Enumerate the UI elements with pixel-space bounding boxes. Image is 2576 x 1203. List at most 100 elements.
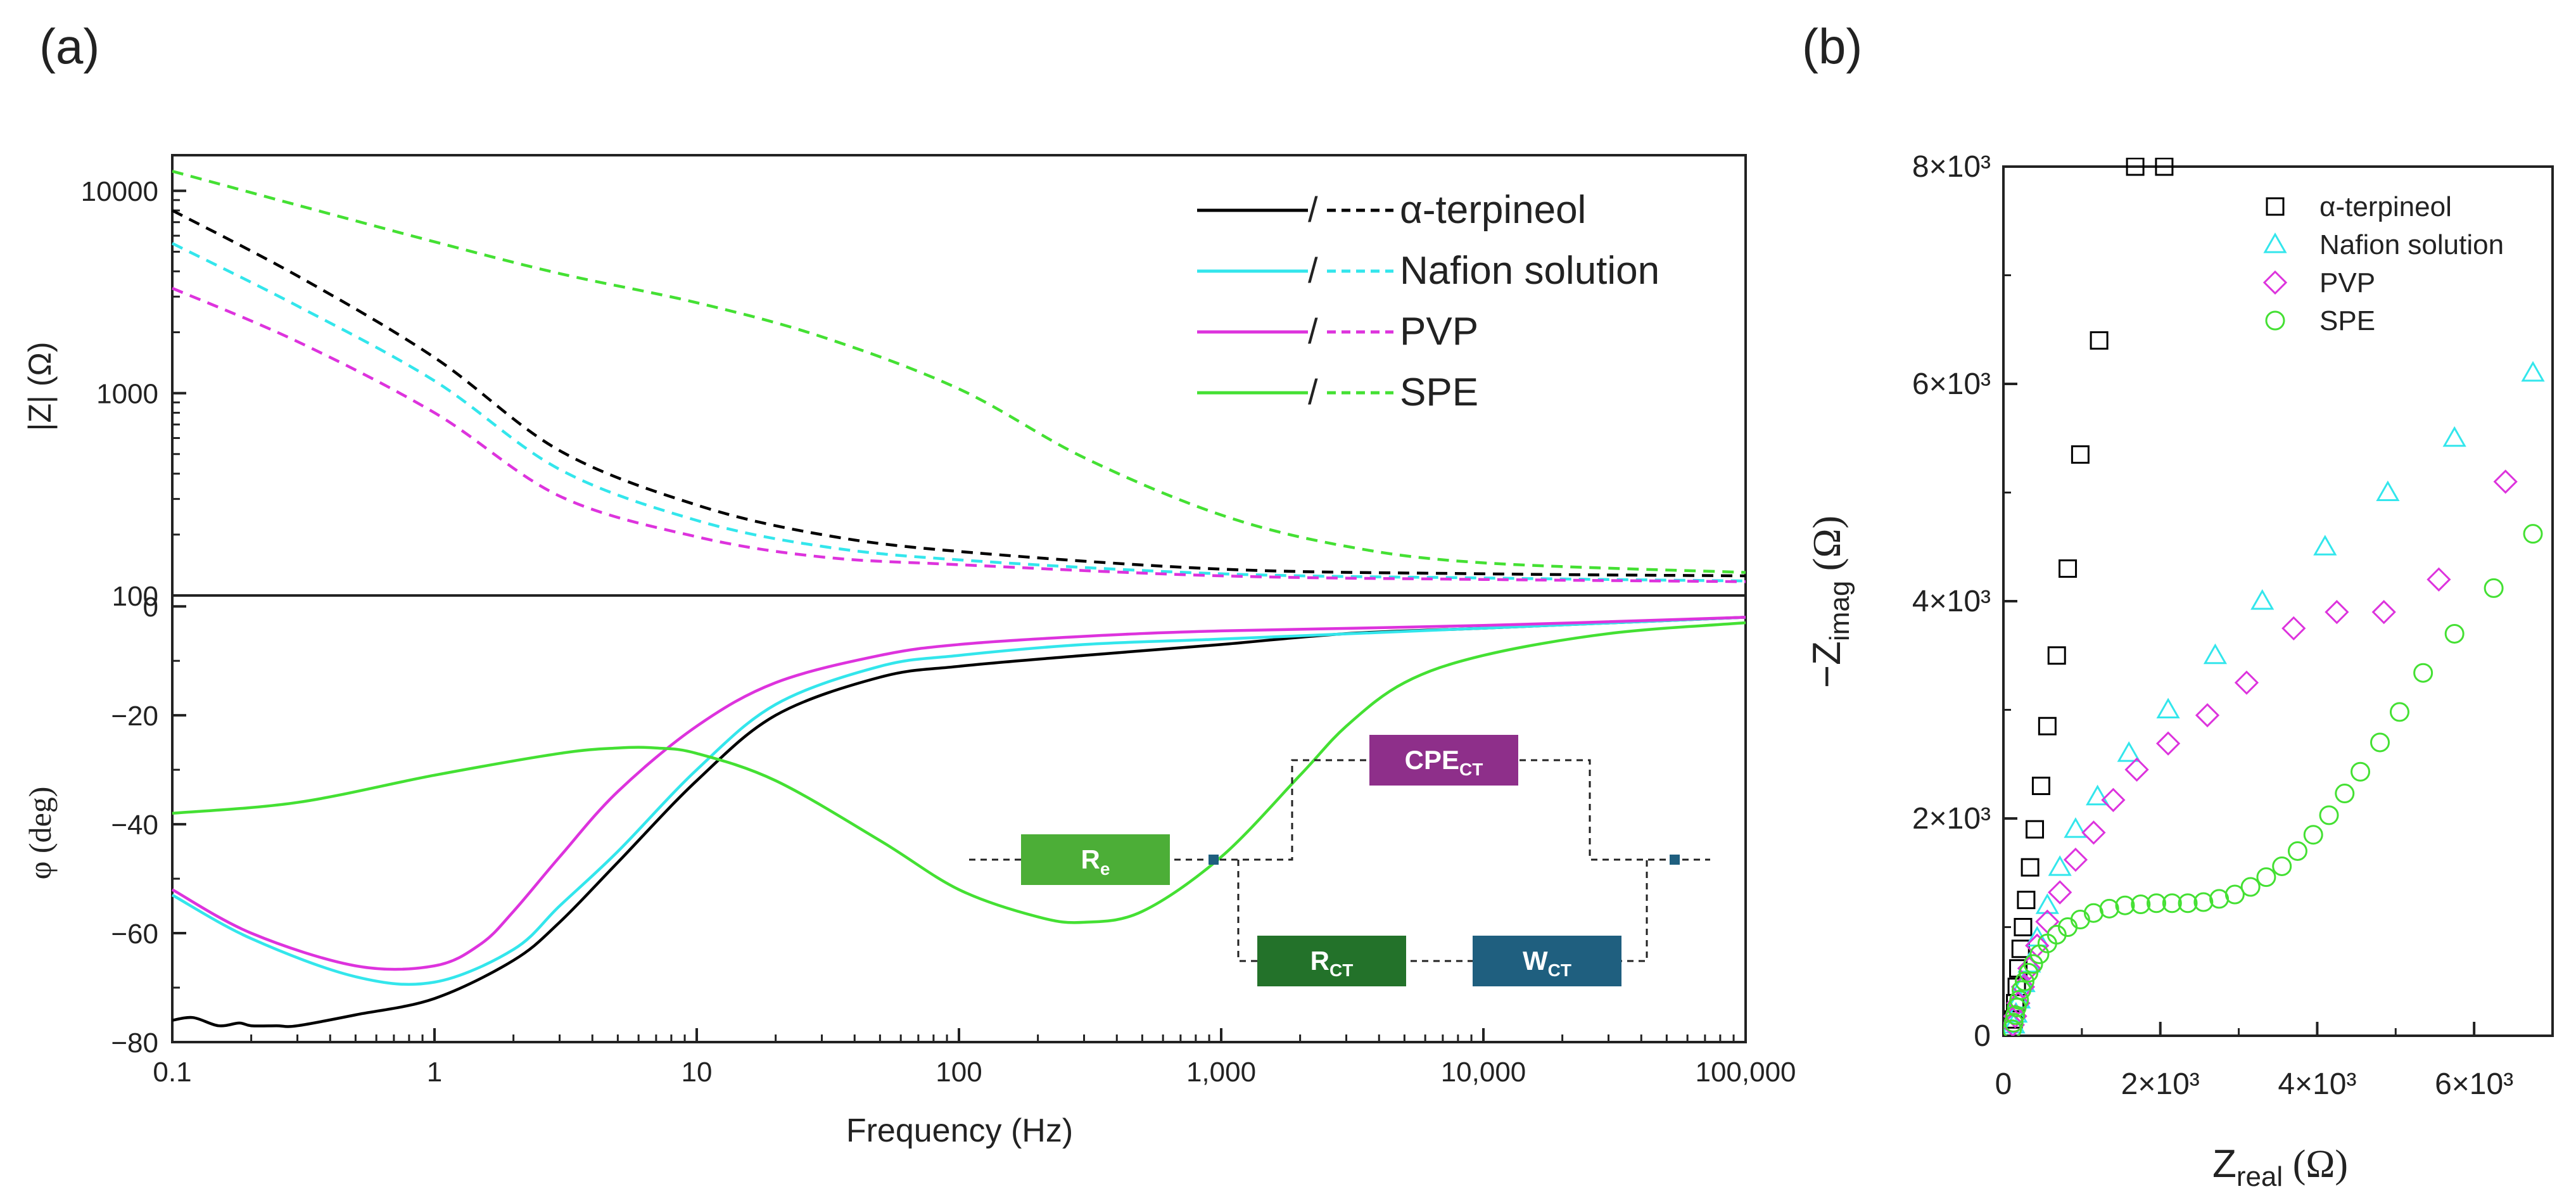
point-nafion bbox=[2048, 855, 2072, 876]
b-ytick-label: 0 bbox=[1974, 1019, 1991, 1053]
a-xtick-label: 10 bbox=[682, 1057, 713, 1088]
point-nafion bbox=[2117, 741, 2141, 762]
point-nafion bbox=[2086, 784, 2110, 806]
point-spe bbox=[2287, 841, 2307, 861]
legend-b-label-pvp: PVP bbox=[2319, 267, 2375, 298]
b-points bbox=[2003, 158, 2545, 1036]
rct-resistor bbox=[1257, 936, 1406, 986]
point-pvp bbox=[2081, 820, 2106, 845]
point-pvp bbox=[2195, 703, 2220, 728]
point-spe bbox=[2335, 784, 2355, 804]
point-nafion bbox=[2064, 817, 2088, 838]
cpe-element-label-main: CPE bbox=[1405, 745, 1459, 775]
a-bottom-ylabel: φ (deg) bbox=[22, 787, 58, 880]
point-alpha_terpineol bbox=[2047, 646, 2066, 665]
point-nafion bbox=[2035, 893, 2059, 914]
magnitude-line-alpha_terpineol bbox=[171, 209, 1746, 578]
point-spe bbox=[2046, 925, 2067, 945]
point-nafion bbox=[2203, 643, 2227, 665]
warburg-element bbox=[1473, 936, 1621, 986]
legend-a-label-pvp: PVP bbox=[1400, 310, 1478, 353]
magnitude-line-pvp bbox=[172, 286, 1746, 583]
point-alpha_terpineol bbox=[2038, 716, 2057, 735]
point-spe bbox=[2099, 898, 2119, 919]
point-nafion bbox=[2442, 426, 2466, 447]
a-xtick-label: 10,000 bbox=[1441, 1057, 1526, 1088]
point-spe bbox=[2351, 761, 2371, 782]
point-alpha_terpineol bbox=[2021, 858, 2040, 877]
point-spe bbox=[2011, 980, 2031, 1000]
point-spe bbox=[2413, 663, 2433, 683]
b-ylabel: −Zimag (Ω) bbox=[1805, 516, 1855, 688]
point-nafion bbox=[2313, 535, 2337, 556]
point-spe bbox=[2070, 909, 2090, 929]
point-nafion bbox=[2250, 589, 2275, 610]
point-spe bbox=[2023, 954, 2043, 974]
point-pvp bbox=[2325, 600, 2349, 625]
b-xtick-label: 6×10³ bbox=[2435, 1067, 2513, 1101]
nyquist-plot: 0 2×10³ 4×10³ 6×10³ 0 2×10³ 4×10³ 6×10³ 8×10³ bbox=[1912, 150, 2554, 1101]
point-alpha_terpineol bbox=[2026, 820, 2045, 839]
panel-b-label: (b) bbox=[1802, 18, 1862, 74]
b-ytick-label: 4×10³ bbox=[1912, 585, 1991, 618]
legend-b-marker-alpha_terpineol bbox=[2266, 197, 2285, 216]
b-xtick-label: 0 bbox=[1995, 1067, 2012, 1101]
point-spe bbox=[2005, 1005, 2026, 1025]
circuit-node-right bbox=[1670, 855, 1680, 865]
magnitude-line-nafion bbox=[171, 242, 1746, 583]
point-spe bbox=[2523, 524, 2543, 544]
a-top-ylabel: |Z| (Ω) bbox=[22, 341, 58, 431]
legend-a-sep: / bbox=[1308, 250, 1318, 290]
legend-a-label-spe: SPE bbox=[1400, 371, 1478, 414]
point-spe bbox=[2370, 732, 2390, 753]
a-xtick-label: 0.1 bbox=[153, 1057, 191, 1088]
a-xtick-label: 100 bbox=[936, 1057, 982, 1088]
legend-a-label-nafion: Nafion solution bbox=[1400, 249, 1659, 293]
point-pvp bbox=[2017, 956, 2041, 981]
b-ytick-label: 6×10³ bbox=[1912, 367, 1991, 401]
a-top-ytick-label: 10000 bbox=[81, 176, 158, 207]
phase-line-pvp bbox=[171, 616, 1746, 971]
point-spe bbox=[2193, 892, 2214, 912]
warburg-element-label-sub: CT bbox=[1548, 960, 1571, 980]
point-pvp bbox=[2493, 469, 2518, 494]
point-spe bbox=[2014, 971, 2034, 991]
point-pvp bbox=[2063, 848, 2088, 872]
point-alpha_terpineol bbox=[2155, 158, 2174, 176]
rct-resistor-label: RCT bbox=[1310, 946, 1354, 980]
point-nafion bbox=[2156, 697, 2180, 718]
point-pvp bbox=[2281, 616, 2306, 640]
rct-resistor-label-main: R bbox=[1310, 946, 1329, 976]
legend-a-sep: / bbox=[1308, 372, 1318, 412]
legend-b-marker-spe bbox=[2265, 310, 2285, 331]
re-resistor-label-sub: e bbox=[1100, 859, 1110, 879]
point-spe bbox=[2003, 1012, 2024, 1033]
a-xlabel: Frequency (Hz) bbox=[846, 1112, 1073, 1149]
legend-a: / α-terpineol / Nafion solution / PVP / SPE bbox=[1197, 188, 1659, 414]
point-alpha_terpineol bbox=[2071, 445, 2090, 464]
point-pvp bbox=[2035, 909, 2060, 934]
a-bottom-ytick-label: 0 bbox=[143, 592, 158, 623]
point-pvp bbox=[2003, 1004, 2027, 1029]
point-pvp bbox=[2124, 757, 2149, 782]
point-spe bbox=[2319, 805, 2339, 825]
point-pvp bbox=[2371, 600, 2396, 625]
point-spe bbox=[2484, 578, 2504, 598]
a-bottom-ytick-label: −80 bbox=[111, 1028, 158, 1059]
point-alpha_terpineol bbox=[2059, 559, 2078, 578]
a-xtick-label: 1,000 bbox=[1186, 1057, 1256, 1088]
point-spe bbox=[2303, 825, 2323, 845]
b-xlabel: Zreal (Ω) bbox=[2212, 1142, 2348, 1192]
point-spe bbox=[2009, 990, 2029, 1010]
legend-a-sep: / bbox=[1308, 311, 1318, 351]
point-pvp bbox=[2101, 787, 2126, 812]
magnitude-line-spe bbox=[172, 170, 1746, 574]
point-spe bbox=[2115, 895, 2135, 915]
re-resistor-label-main: R bbox=[1081, 844, 1100, 874]
legend-b: α-terpineol Nafion solution PVP SPE bbox=[2262, 191, 2504, 336]
point-alpha_terpineol bbox=[2090, 331, 2109, 350]
re-resistor bbox=[1021, 834, 1170, 885]
point-alpha_terpineol bbox=[2126, 158, 2145, 176]
